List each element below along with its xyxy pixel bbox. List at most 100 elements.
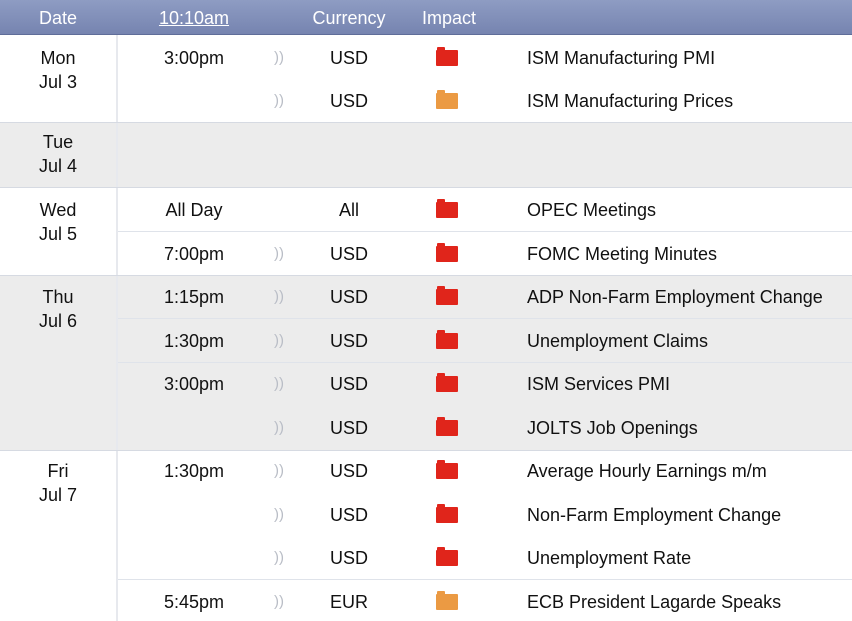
event-row[interactable]: )) USD JOLTS Job Openings — [0, 417, 852, 438]
medium-impact-folder-icon[interactable] — [436, 90, 458, 109]
event-time: 1:30pm — [163, 461, 225, 481]
day-name: Wed — [39, 200, 77, 220]
event-title[interactable]: Non-Farm Employment Change — [527, 505, 782, 525]
event-currency: USD — [329, 287, 368, 307]
event-title[interactable]: Average Hourly Earnings m/m — [527, 461, 767, 481]
event-time: 1:30pm — [163, 331, 225, 351]
medium-impact-folder-icon[interactable] — [436, 591, 458, 610]
event-row[interactable]: )) USD Non-Farm Employment Change — [0, 504, 852, 525]
event-row[interactable]: 7:00pm )) USD FOMC Meeting Minutes — [0, 243, 852, 264]
high-impact-folder-icon[interactable] — [436, 243, 458, 262]
day-name: Tue — [42, 132, 74, 152]
header-date: Date — [38, 8, 78, 28]
header-current-time[interactable]: 10:10am — [158, 8, 230, 28]
high-impact-folder-icon[interactable] — [436, 286, 458, 305]
sound-icon[interactable]: )) — [274, 549, 284, 566]
event-time: 3:00pm — [163, 48, 225, 68]
day-name: Mon — [40, 48, 76, 68]
event-currency: All — [338, 200, 359, 220]
group-separator — [0, 450, 852, 451]
day-date: Jul 5 — [38, 224, 78, 244]
event-time: 3:00pm — [163, 374, 225, 394]
sound-icon[interactable]: )) — [274, 506, 284, 523]
row-separator — [118, 579, 852, 580]
high-impact-folder-icon[interactable] — [436, 373, 458, 392]
event-title[interactable]: ECB President Lagarde Speaks — [527, 592, 782, 612]
event-title[interactable]: ISM Manufacturing Prices — [527, 91, 734, 111]
high-impact-folder-icon[interactable] — [436, 547, 458, 566]
high-impact-folder-icon[interactable] — [436, 504, 458, 523]
row-separator — [118, 318, 852, 319]
day-label-wed: Wed Jul 5 — [0, 198, 116, 246]
event-title[interactable]: JOLTS Job Openings — [527, 418, 698, 438]
day-group-tue — [0, 123, 852, 187]
high-impact-folder-icon[interactable] — [436, 330, 458, 349]
event-row[interactable]: 3:00pm )) USD ISM Services PMI — [0, 373, 852, 394]
day-group-thu — [0, 276, 852, 450]
day-name: Thu — [42, 287, 74, 307]
high-impact-folder-icon[interactable] — [436, 47, 458, 66]
sound-icon[interactable]: )) — [274, 92, 284, 109]
event-title[interactable]: Unemployment Claims — [527, 331, 709, 351]
header-currency: Currency — [312, 8, 386, 28]
row-separator — [118, 231, 852, 232]
event-title[interactable]: ISM Services PMI — [527, 374, 671, 394]
event-row[interactable]: )) USD ISM Manufacturing Prices — [0, 90, 852, 111]
event-time: 1:15pm — [163, 287, 225, 307]
high-impact-folder-icon[interactable] — [436, 199, 458, 218]
sound-icon[interactable]: )) — [274, 245, 284, 262]
group-separator — [0, 275, 852, 276]
day-date: Jul 7 — [38, 485, 78, 505]
event-currency: USD — [329, 548, 368, 568]
event-time: All Day — [165, 200, 223, 220]
event-time: 5:45pm — [163, 592, 225, 612]
sound-icon[interactable]: )) — [274, 288, 284, 305]
group-separator — [0, 187, 852, 188]
event-row[interactable]: )) USD Unemployment Rate — [0, 547, 852, 568]
day-name: Fri — [47, 461, 69, 481]
event-row[interactable]: 1:15pm )) USD ADP Non-Farm Employment Ch… — [0, 286, 852, 307]
group-separator — [0, 122, 852, 123]
event-currency: USD — [329, 48, 368, 68]
sound-icon[interactable]: )) — [274, 593, 284, 610]
sound-icon[interactable]: )) — [274, 419, 284, 436]
event-title[interactable]: ISM Manufacturing PMI — [527, 48, 716, 68]
day-column-divider — [116, 35, 118, 621]
day-label-fri: Fri Jul 7 — [0, 459, 116, 507]
event-title[interactable]: Unemployment Rate — [527, 548, 692, 568]
day-label-tue: Tue Jul 4 — [0, 130, 116, 178]
event-row[interactable]: 1:30pm )) USD Unemployment Claims — [0, 330, 852, 351]
event-row[interactable]: 3:00pm )) USD ISM Manufacturing PMI — [0, 47, 852, 68]
event-time: 7:00pm — [163, 244, 225, 264]
day-date: Jul 6 — [38, 311, 78, 331]
event-row[interactable]: 5:45pm )) EUR ECB President Lagarde Spea… — [0, 591, 852, 612]
sound-icon[interactable]: )) — [274, 462, 284, 479]
event-title[interactable]: ADP Non-Farm Employment Change — [527, 287, 823, 307]
event-currency: USD — [329, 331, 368, 351]
high-impact-folder-icon[interactable] — [436, 460, 458, 479]
day-label-mon: Mon Jul 3 — [0, 46, 116, 94]
event-currency: USD — [329, 244, 368, 264]
event-currency: USD — [329, 461, 368, 481]
day-date: Jul 4 — [38, 156, 78, 176]
event-currency: USD — [329, 418, 368, 438]
event-currency: USD — [329, 374, 368, 394]
sound-icon[interactable]: )) — [274, 49, 284, 66]
day-date: Jul 3 — [38, 72, 78, 92]
header-impact: Impact — [421, 8, 477, 28]
day-label-thu: Thu Jul 6 — [0, 285, 116, 333]
event-title[interactable]: OPEC Meetings — [527, 200, 657, 220]
high-impact-folder-icon[interactable] — [436, 417, 458, 436]
sound-icon[interactable]: )) — [274, 375, 284, 392]
row-separator — [118, 362, 852, 363]
day-group-fri — [0, 451, 852, 621]
event-row[interactable]: 1:30pm )) USD Average Hourly Earnings m/… — [0, 460, 852, 481]
event-currency: USD — [329, 505, 368, 525]
event-currency: USD — [329, 91, 368, 111]
sound-icon[interactable]: )) — [274, 332, 284, 349]
day-group-mon — [0, 35, 852, 122]
calendar-header: Date 10:10am Currency Impact — [0, 0, 852, 35]
event-currency: EUR — [329, 592, 368, 612]
event-row[interactable]: All Day All OPEC Meetings — [0, 199, 852, 220]
event-title[interactable]: FOMC Meeting Minutes — [527, 244, 718, 264]
